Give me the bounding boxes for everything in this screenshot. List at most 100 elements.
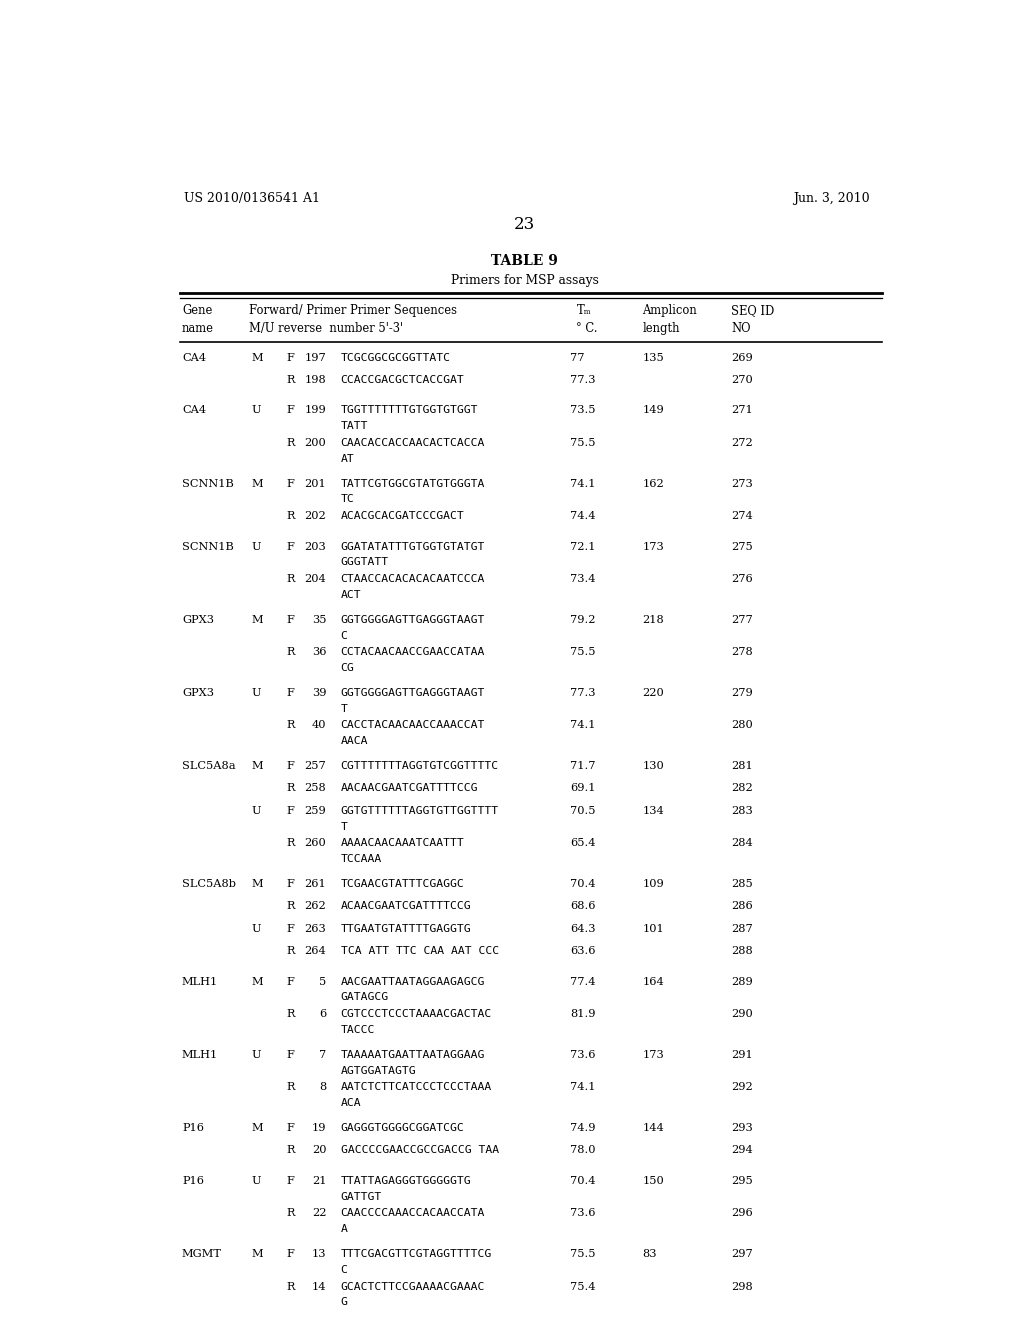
Text: 259: 259 — [305, 805, 327, 816]
Text: SLC5A8a: SLC5A8a — [182, 762, 236, 771]
Text: 8: 8 — [319, 1082, 327, 1093]
Text: 200: 200 — [305, 438, 327, 447]
Text: 275: 275 — [731, 541, 753, 552]
Text: 288: 288 — [731, 946, 753, 956]
Text: 79.2: 79.2 — [570, 615, 596, 624]
Text: SCNN1B: SCNN1B — [182, 541, 233, 552]
Text: 291: 291 — [731, 1049, 753, 1060]
Text: F: F — [287, 1049, 295, 1060]
Text: 71.7: 71.7 — [570, 762, 596, 771]
Text: 75.5: 75.5 — [570, 647, 596, 657]
Text: NO: NO — [731, 322, 751, 335]
Text: R: R — [287, 902, 295, 911]
Text: 164: 164 — [642, 977, 664, 986]
Text: 201: 201 — [305, 479, 327, 488]
Text: M: M — [251, 615, 262, 624]
Text: 40: 40 — [312, 721, 327, 730]
Text: 81.9: 81.9 — [570, 1008, 596, 1019]
Text: 73.5: 73.5 — [570, 405, 596, 416]
Text: 261: 261 — [305, 879, 327, 890]
Text: length: length — [642, 322, 680, 335]
Text: 278: 278 — [731, 647, 753, 657]
Text: F: F — [287, 479, 295, 488]
Text: 292: 292 — [731, 1082, 753, 1093]
Text: 73.6: 73.6 — [570, 1208, 596, 1218]
Text: 144: 144 — [642, 1123, 664, 1133]
Text: CCTACAACAACCGAACCATAA: CCTACAACAACCGAACCATAA — [341, 647, 485, 657]
Text: M: M — [251, 762, 262, 771]
Text: TACCC: TACCC — [341, 1024, 375, 1035]
Text: 203: 203 — [305, 541, 327, 552]
Text: 69.1: 69.1 — [570, 784, 596, 793]
Text: U: U — [251, 924, 261, 933]
Text: M: M — [251, 977, 262, 986]
Text: MLH1: MLH1 — [182, 1049, 218, 1060]
Text: 35: 35 — [312, 615, 327, 624]
Text: 72.1: 72.1 — [570, 541, 596, 552]
Text: 197: 197 — [305, 352, 327, 363]
Text: 5: 5 — [319, 977, 327, 986]
Text: M: M — [251, 479, 262, 488]
Text: U: U — [251, 405, 261, 416]
Text: 73.6: 73.6 — [570, 1049, 596, 1060]
Text: 101: 101 — [642, 924, 664, 933]
Text: CAACACCACCAACACTCACCA: CAACACCACCAACACTCACCA — [341, 438, 485, 447]
Text: F: F — [287, 1123, 295, 1133]
Text: 77.3: 77.3 — [570, 375, 596, 385]
Text: 173: 173 — [642, 1049, 664, 1060]
Text: 294: 294 — [731, 1146, 753, 1155]
Text: F: F — [287, 405, 295, 416]
Text: 63.6: 63.6 — [570, 946, 596, 956]
Text: CA4: CA4 — [182, 352, 206, 363]
Text: F: F — [287, 1176, 295, 1185]
Text: TTATTAGAGGGTGGGGGТG: TTATTAGAGGGTGGGGGТG — [341, 1176, 471, 1185]
Text: GGGTATT: GGGTATT — [341, 557, 389, 568]
Text: 75.5: 75.5 — [570, 438, 596, 447]
Text: TATTCGTGGCGTATGTGGGTA: TATTCGTGGCGTATGTGGGTA — [341, 479, 485, 488]
Text: 74.9: 74.9 — [570, 1123, 596, 1133]
Text: name: name — [182, 322, 214, 335]
Text: 296: 296 — [731, 1208, 753, 1218]
Text: 173: 173 — [642, 541, 664, 552]
Text: R: R — [287, 511, 295, 521]
Text: GPX3: GPX3 — [182, 688, 214, 698]
Text: M: M — [251, 879, 262, 890]
Text: R: R — [287, 1282, 295, 1291]
Text: GGATATATTTGTGGTGTATGT: GGATATATTTGTGGTGTATGT — [341, 541, 485, 552]
Text: F: F — [287, 977, 295, 986]
Text: 75.4: 75.4 — [570, 1282, 596, 1291]
Text: 13: 13 — [312, 1249, 327, 1259]
Text: 20: 20 — [312, 1146, 327, 1155]
Text: M: M — [251, 1123, 262, 1133]
Text: TABLE 9: TABLE 9 — [492, 253, 558, 268]
Text: R: R — [287, 1082, 295, 1093]
Text: 276: 276 — [731, 574, 753, 585]
Text: T: T — [341, 704, 347, 714]
Text: 279: 279 — [731, 688, 753, 698]
Text: 70.4: 70.4 — [570, 879, 596, 890]
Text: 150: 150 — [642, 1176, 664, 1185]
Text: GGTGTTTTTTAGGTGTTGGTTTT: GGTGTTTTTTAGGTGTTGGTTTT — [341, 805, 499, 816]
Text: R: R — [287, 1146, 295, 1155]
Text: 130: 130 — [642, 762, 664, 771]
Text: 70.4: 70.4 — [570, 1176, 596, 1185]
Text: 68.6: 68.6 — [570, 902, 596, 911]
Text: SEQ ID: SEQ ID — [731, 304, 774, 317]
Text: 149: 149 — [642, 405, 664, 416]
Text: F: F — [287, 924, 295, 933]
Text: R: R — [287, 574, 295, 585]
Text: 284: 284 — [731, 838, 753, 849]
Text: 135: 135 — [642, 352, 664, 363]
Text: 83: 83 — [642, 1249, 656, 1259]
Text: F: F — [287, 762, 295, 771]
Text: 134: 134 — [642, 805, 664, 816]
Text: AACGAATTAATAGGAAGAGCG: AACGAATTAATAGGAAGAGCG — [341, 977, 485, 986]
Text: F: F — [287, 615, 295, 624]
Text: 293: 293 — [731, 1123, 753, 1133]
Text: M: M — [251, 1249, 262, 1259]
Text: GAGGGTGGGGCGGATCGC: GAGGGTGGGGCGGATCGC — [341, 1123, 465, 1133]
Text: GPX3: GPX3 — [182, 615, 214, 624]
Text: AATCTCTTCATCCCTCCCTAAA: AATCTCTTCATCCCTCCCTAAA — [341, 1082, 492, 1093]
Text: ACT: ACT — [341, 590, 361, 599]
Text: 74.1: 74.1 — [570, 721, 596, 730]
